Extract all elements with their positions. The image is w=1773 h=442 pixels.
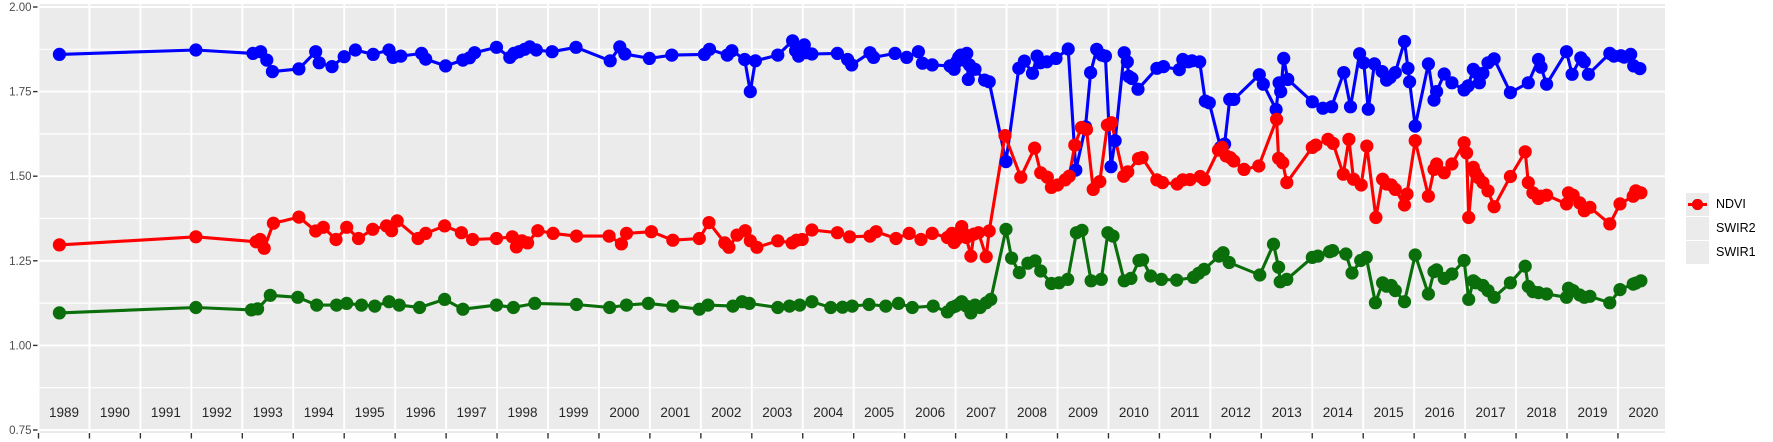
x-axis-label-2020: 2020 [1628,405,1658,420]
x-axis-label-2012: 2012 [1221,405,1251,420]
x-axis-label-1999: 1999 [558,405,588,420]
x-axis-label-1997: 1997 [457,405,487,420]
x-axis-label-1998: 1998 [508,405,538,420]
legend-label-ndvi: NDVI [1716,197,1746,211]
x-axis-label-1996: 1996 [406,405,436,420]
legend-label-swir2: SWIR2 [1716,221,1756,235]
y-axis-label-1.75: 1.75 [9,87,31,99]
x-axis-label-2010: 2010 [1119,405,1149,420]
x-axis-label-1989: 1989 [49,405,79,420]
legend-label-swir1: SWIR1 [1716,245,1756,259]
legend: NDVI SWIR2 SWIR1 [1686,193,1756,265]
x-axis-label-2004: 2004 [813,405,844,420]
y-axis-label-0.75: 0.75 [9,425,31,437]
x-axis-label-2016: 2016 [1425,405,1455,420]
x-axis-label-1994: 1994 [304,405,335,420]
y-axis-labels: 2.00 1.75 1.50 1.25 1.00 0.75 [9,2,31,437]
gridlines-major [37,4,1665,433]
x-axis-ticks [37,433,1619,439]
x-axis-label-2007: 2007 [966,405,996,420]
x-axis-label-2018: 2018 [1527,405,1557,420]
series-swir1-points [52,112,1648,264]
x-axis-label-2011: 2011 [1170,405,1199,420]
y-axis-label-2.00: 2.00 [9,2,31,14]
x-axis-label-2019: 2019 [1577,405,1607,420]
series-ndvi-points [52,34,1647,177]
x-axis-label-2001: 2001 [660,405,690,420]
y-axis-label-1.50: 1.50 [9,171,31,183]
x-axis-label-1995: 1995 [355,405,385,420]
x-axis-label-1993: 1993 [253,405,283,420]
x-axis-label-1992: 1992 [202,405,232,420]
legend-key-swir1-icon [1686,199,1709,264]
x-axis-label-1991: 1991 [151,405,181,420]
x-axis-label-1990: 1990 [100,405,130,420]
legend-key-swir2-icon [1686,199,1709,240]
y-axis-ticks [33,6,38,431]
x-axis-label-2006: 2006 [915,405,945,420]
y-axis-label-1.25: 1.25 [9,256,31,268]
x-axis-label-2005: 2005 [864,405,894,420]
series-swir2-points [52,222,1648,320]
x-axis-label-2009: 2009 [1068,405,1098,420]
y-axis-label-1.00: 1.00 [9,340,31,352]
x-axis-label-2000: 2000 [609,405,639,420]
x-axis-label-2017: 2017 [1476,405,1506,420]
x-axis-label-2013: 2013 [1272,405,1302,420]
x-axis-label-2003: 2003 [762,405,792,420]
x-axis-label-2014: 2014 [1323,405,1354,420]
legend-entry-swir2: SWIR2 [1686,199,1756,240]
legend-entry-swir1: SWIR1 [1686,199,1756,264]
x-axis-label-2002: 2002 [711,405,741,420]
x-axis-label-2015: 2015 [1374,405,1404,420]
x-axis-label-2008: 2008 [1017,405,1047,420]
x-axis-labels: 1989 1990 1991 1992 1993 1994 1995 1996 1997 1998… [49,405,1658,420]
